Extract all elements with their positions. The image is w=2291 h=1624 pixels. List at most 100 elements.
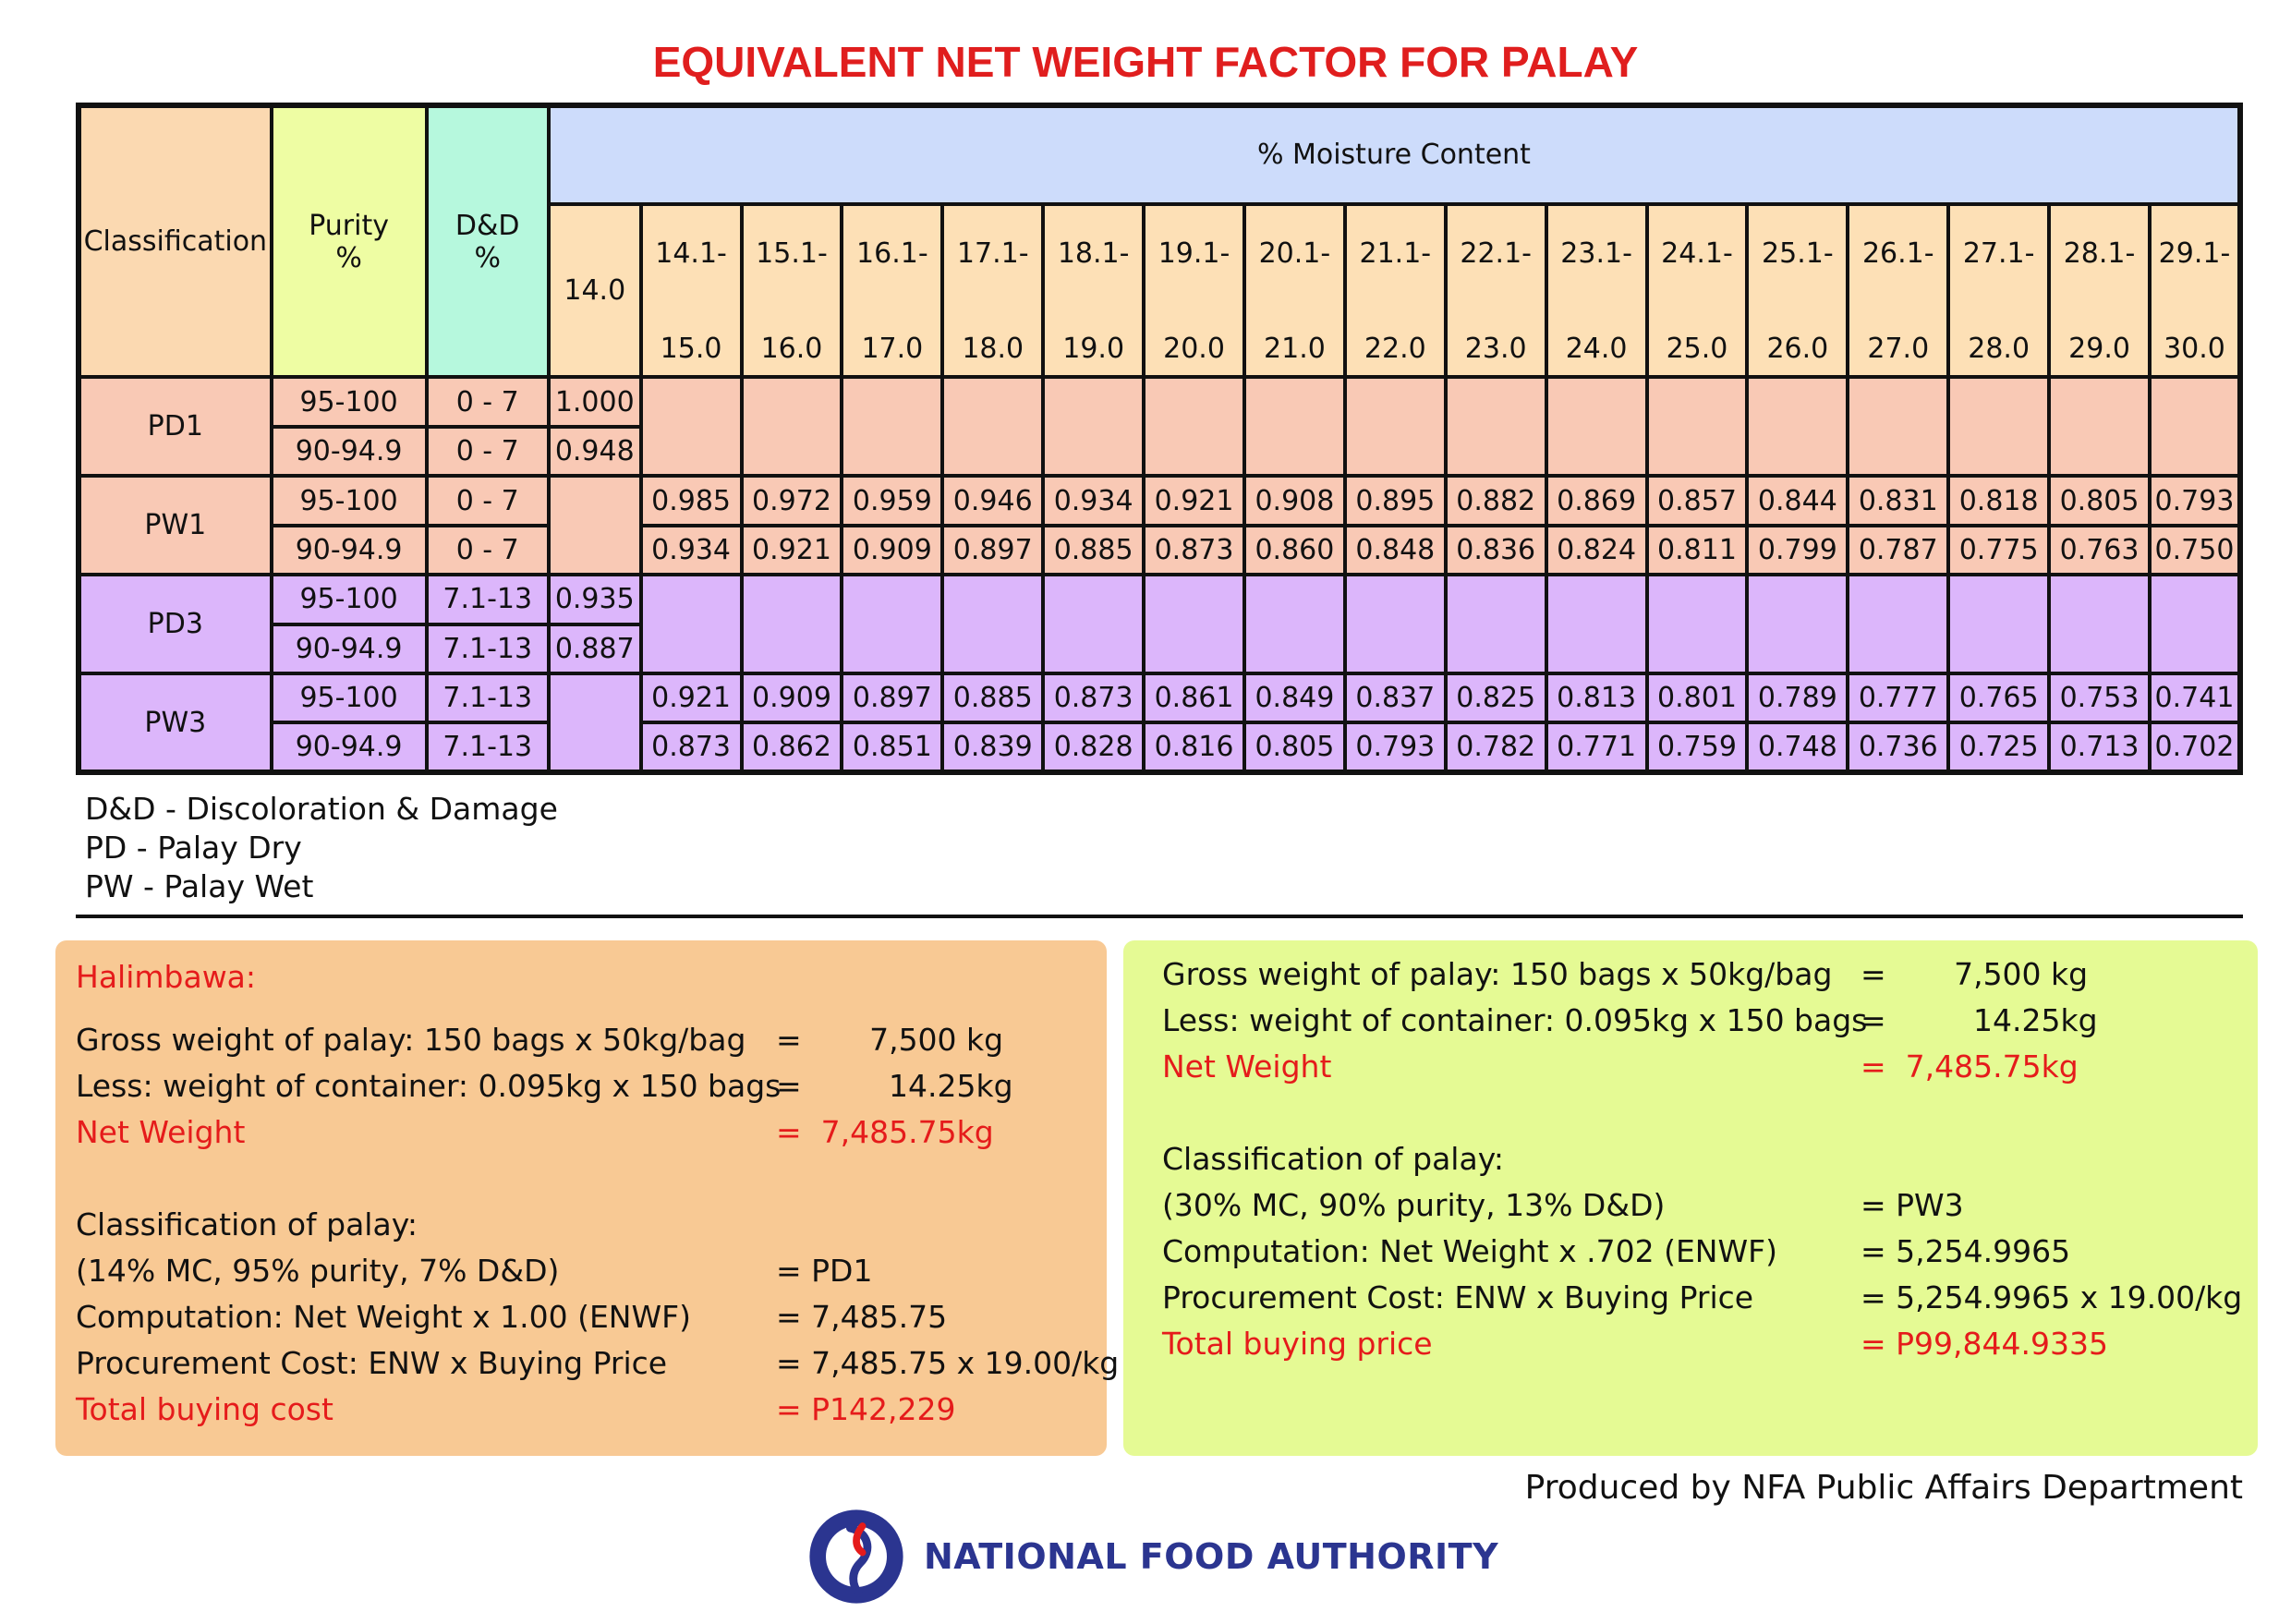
range-start: 25.1-	[1762, 236, 1834, 270]
example-line-label: (30% MC, 90% purity, 13% D&D)	[1162, 1187, 1666, 1223]
header-mc-range: 20.1- 21.0	[1242, 201, 1347, 380]
empty-cell	[739, 375, 844, 479]
example-line-value: = P99,844.9335	[1861, 1326, 2108, 1362]
factor-cell: 0.702	[2147, 721, 2243, 774]
range-start: 22.1-	[1460, 236, 1532, 270]
example-line-label: Less: weight of container: 0.095kg x 150…	[76, 1068, 782, 1104]
purity-cell: 95-100	[269, 573, 429, 626]
factor-cell: 0.921	[638, 672, 744, 725]
example-line-label: Classification of palay:	[76, 1206, 418, 1242]
header-mc-range: 24.1- 25.0	[1644, 201, 1750, 380]
factor-cell: 0.849	[1242, 672, 1347, 725]
mc14-cell	[546, 672, 643, 774]
factor-cell: 0.839	[940, 721, 1046, 774]
factor-cell: 0.787	[1846, 523, 1951, 577]
empty-cell	[1242, 573, 1347, 676]
range-start: 29.1-	[2158, 236, 2231, 270]
range-end: 15.0	[660, 332, 722, 365]
purity-cell: 95-100	[269, 672, 429, 725]
dd-cell: 0 - 7	[424, 523, 551, 577]
factor-cell: 0.782	[1443, 721, 1548, 774]
range-start: 16.1-	[856, 236, 928, 270]
range-start: 19.1-	[1158, 236, 1230, 270]
factor-cell: 0.789	[1745, 672, 1850, 725]
empty-cell	[1443, 573, 1548, 676]
header-mc-range: 21.1- 22.0	[1342, 201, 1448, 380]
range-end: 22.0	[1364, 332, 1426, 365]
empty-cell	[940, 573, 1046, 676]
range-start: 14.1-	[655, 236, 727, 270]
range-end: 18.0	[962, 332, 1024, 365]
factor-cell: 0.934	[638, 523, 744, 577]
empty-cell	[840, 375, 945, 479]
factor-cell: 0.861	[1142, 672, 1246, 725]
purity-cell: 90-94.9	[269, 424, 429, 479]
empty-cell	[1946, 573, 2052, 676]
example-line-label: Gross weight of palay: 150 bags x 50kg/b…	[76, 1022, 746, 1058]
legend: D&D - Discoloration & Damage PD - Palay …	[85, 790, 558, 906]
table-row: PW1 95-100 0 - 7 0.985 0.972 0.959 0.946 0.934 0…	[77, 474, 2243, 577]
example-line-value: = 14.25kg	[1861, 1002, 2098, 1038]
range-end: 19.0	[1062, 332, 1125, 365]
factor-cell: 0.813	[1544, 672, 1649, 725]
nfa-logo: NATIONAL FOOD AUTHORITY	[806, 1506, 1498, 1607]
factor-cell: 0.801	[1644, 672, 1750, 725]
purity-cell: 90-94.9	[269, 523, 429, 577]
purity-cell: 90-94.9	[269, 622, 429, 676]
factor-cell: 0.811	[1644, 523, 1750, 577]
example-line-label: Net Weight	[76, 1114, 246, 1150]
logo-text: NATIONAL FOOD AUTHORITY	[924, 1536, 1499, 1577]
example-line-value: = 7,485.75kg	[776, 1114, 994, 1150]
header-mc-range: 16.1- 17.0	[840, 201, 945, 380]
factor-cell: 0.921	[739, 523, 844, 577]
dd-cell: 7.1-13	[424, 672, 551, 725]
example-line-label: (14% MC, 95% purity, 7% D&D)	[76, 1253, 560, 1289]
range-end: 21.0	[1264, 332, 1326, 365]
factor-cell: 0.750	[2147, 523, 2243, 577]
example-line-value: = PW3	[1861, 1187, 1964, 1223]
header-mc-14: 14.0	[546, 201, 643, 380]
header-mc-range: 23.1- 24.0	[1544, 201, 1649, 380]
range-end: 16.0	[760, 332, 823, 365]
factor-cell: 0.869	[1544, 474, 1649, 527]
empty-cell	[1142, 375, 1246, 479]
empty-cell	[638, 573, 744, 676]
factor-cell: 0.882	[1443, 474, 1548, 527]
header-mc-range: 28.1- 29.0	[2047, 201, 2152, 380]
factor-cell: 0.837	[1342, 672, 1448, 725]
factor-cell: 0.799	[1745, 523, 1850, 577]
header-mc-range: 17.1- 18.0	[940, 201, 1046, 380]
header-mc-range: 27.1- 28.0	[1946, 201, 2052, 380]
factor-cell: 0.736	[1846, 721, 1951, 774]
divider	[76, 915, 2243, 918]
header-moisture-content: % Moisture Content	[546, 103, 2243, 206]
table-row: 90-94.9 0 - 7 0.934 0.921 0.909 0.897 0.885 0.8…	[79, 523, 2243, 577]
factor-cell: 0.851	[840, 721, 945, 774]
range-end: 24.0	[1565, 332, 1628, 365]
factor-cell: 0.759	[1644, 721, 1750, 774]
table-row: 90-94.9 7.1-13 0.887	[79, 622, 2240, 676]
header-mc-range: 14.1- 15.0	[638, 201, 744, 380]
header-mc-range: 19.1- 20.0	[1142, 201, 1246, 380]
empty-cell	[2147, 375, 2243, 479]
example-line-value: = PD1	[776, 1253, 873, 1289]
range-end: 23.0	[1464, 332, 1527, 365]
dd-cell: 0 - 7	[424, 424, 551, 479]
factor-cell: 0.908	[1242, 474, 1347, 527]
factor-cell: 0.857	[1644, 474, 1750, 527]
range-start: 18.1-	[1057, 236, 1130, 270]
factor-cell: 0.793	[2147, 474, 2243, 527]
example-line-label: Procurement Cost: ENW x Buying Price	[1162, 1279, 1754, 1315]
factor-cell: 0.873	[1041, 672, 1146, 725]
factor-cell: 0.934	[1041, 474, 1146, 527]
example-left-panel: Halimbawa: Gross weight of palay: 150 ba…	[55, 940, 1119, 1456]
factor-cell: 0.885	[1041, 523, 1146, 577]
dd-cell: 0 - 7	[424, 375, 551, 429]
factor-cell: 0.824	[1544, 523, 1649, 577]
factor-cell: 0.805	[1242, 721, 1347, 774]
factor-cell: 0.748	[1745, 721, 1850, 774]
factor-cell: 0.873	[1142, 523, 1246, 577]
mc14-cell: 0.935	[546, 573, 643, 626]
example-line-label: Computation: Net Weight x .702 (ENWF)	[1162, 1233, 1777, 1269]
empty-cell	[1242, 375, 1347, 479]
